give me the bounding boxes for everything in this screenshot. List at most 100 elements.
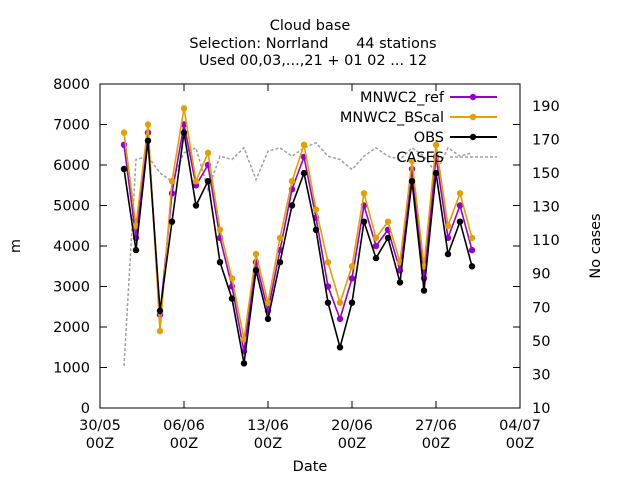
- data-point: [456, 202, 464, 209]
- data-point: [264, 299, 272, 306]
- x-tick-label-hour: 00Z: [170, 436, 198, 452]
- data-point: [468, 246, 476, 254]
- data-point: [156, 307, 164, 314]
- data-point: [192, 202, 200, 209]
- data-point: [288, 202, 296, 209]
- y-tick-label: 6000: [53, 158, 90, 174]
- data-point: [456, 218, 464, 225]
- data-point: [204, 149, 212, 156]
- title-line-3: Used 00,03,...,21 + 01 02 ... 12: [199, 53, 427, 69]
- plot-frame: [99, 83, 521, 409]
- y-tick-label: 2000: [53, 320, 90, 336]
- data-point: [216, 226, 224, 233]
- data-point: [252, 267, 260, 274]
- x-tick-label: 30/05: [79, 418, 121, 434]
- data-point: [300, 169, 308, 177]
- legend-label: OBS: [414, 130, 444, 146]
- data-point: [420, 287, 428, 294]
- data-point: [312, 226, 320, 233]
- y-tick-label: 3000: [53, 280, 90, 296]
- series-line-obs: [123, 132, 473, 364]
- data-point: [312, 206, 320, 213]
- legend-label: MNWC2_ref: [360, 90, 445, 106]
- data-point: [156, 327, 164, 335]
- legend-label: CASES: [396, 150, 444, 166]
- y-tick-label: 8000: [53, 77, 90, 93]
- data-point: [144, 121, 152, 128]
- y2-axis-label: No cases: [588, 213, 604, 278]
- data-point: [372, 242, 380, 250]
- data-point: [372, 254, 380, 262]
- x-tick-label: 13/06: [247, 418, 289, 434]
- x-tick-label-hour: 00Z: [506, 436, 534, 452]
- y-tick-label: 4000: [53, 239, 90, 255]
- y2-tick-label: 190: [532, 99, 560, 115]
- legend-marker: [469, 113, 477, 121]
- data-point: [216, 259, 224, 266]
- data-point: [348, 299, 356, 306]
- data-point: [300, 141, 308, 148]
- data-point: [264, 315, 272, 323]
- data-point: [276, 234, 284, 242]
- data-point: [240, 335, 248, 343]
- data-point: [396, 279, 404, 286]
- data-point: [120, 129, 128, 136]
- x-tick-label-hour: 00Z: [86, 436, 114, 452]
- data-point: [468, 234, 476, 242]
- series-cases: [123, 141, 473, 367]
- y-tick-label: 0: [81, 401, 90, 417]
- series-line-mnwc2_bscal: [123, 108, 473, 340]
- data-point: [168, 218, 176, 225]
- y2-tick-label: 150: [532, 166, 560, 182]
- y2-tick-label: 50: [532, 334, 550, 350]
- data-point: [348, 275, 356, 282]
- legend-label: MNWC2_BScal: [340, 110, 444, 126]
- x-tick-label-hour: 00Z: [422, 436, 450, 452]
- legend-marker: [469, 93, 477, 101]
- data-point: [252, 250, 260, 258]
- data-point: [288, 178, 296, 185]
- series-line-cases: [123, 141, 473, 367]
- data-point: [120, 165, 128, 173]
- data-point: [180, 105, 188, 112]
- data-point: [336, 299, 344, 306]
- data-point: [180, 129, 188, 136]
- legend-marker: [469, 133, 477, 141]
- series-line-mnwc2_ref: [123, 124, 473, 352]
- y2-ticks: 10 30 50 70 90 110 130 150 170 190: [532, 99, 560, 417]
- data-point: [324, 259, 332, 266]
- y-tick-label: 7000: [53, 118, 90, 134]
- data-point: [408, 178, 416, 185]
- legend: MNWC2_ref MNWC2_BScal OBS CASES: [340, 90, 497, 166]
- y-ticks: 0 1000 2000 3000 4000 5000 6000 7000 8000: [53, 77, 520, 417]
- title-line-1: Cloud base: [270, 18, 351, 34]
- data-point: [408, 157, 416, 165]
- x-tick-label-hour: 00Z: [338, 436, 366, 452]
- x-ticks: 30/05 00Z 06/06 00Z 13/06 00Z 20/06 00Z 27/06 00Z…: [79, 84, 541, 452]
- y2-tick-label: 30: [532, 367, 550, 383]
- y2-tick-label: 170: [532, 132, 560, 148]
- data-point: [336, 344, 344, 351]
- y-tick-label: 1000: [53, 361, 90, 377]
- y2-tick-label: 10: [532, 401, 550, 417]
- data-point: [444, 222, 452, 229]
- x-tick-label: 27/06: [415, 418, 457, 434]
- y-axis-label: m: [8, 239, 24, 253]
- y2-tick-label: 110: [532, 233, 560, 249]
- data-point: [360, 218, 368, 225]
- x-tick-label: 20/06: [331, 418, 373, 434]
- data-point: [240, 360, 248, 367]
- data-point: [336, 315, 344, 323]
- y-tick-label: 5000: [53, 199, 90, 215]
- data-point: [228, 295, 236, 302]
- data-point: [432, 169, 440, 177]
- x-tick-label: 04/07: [499, 418, 541, 434]
- x-tick-label-hour: 00Z: [254, 436, 282, 452]
- data-point: [132, 222, 140, 229]
- data-point: [444, 250, 452, 258]
- title: Cloud base Selection: Norrland 44 statio…: [189, 18, 436, 69]
- x-axis-label: Date: [293, 459, 328, 475]
- data-point: [384, 234, 392, 242]
- y2-tick-label: 90: [532, 267, 550, 283]
